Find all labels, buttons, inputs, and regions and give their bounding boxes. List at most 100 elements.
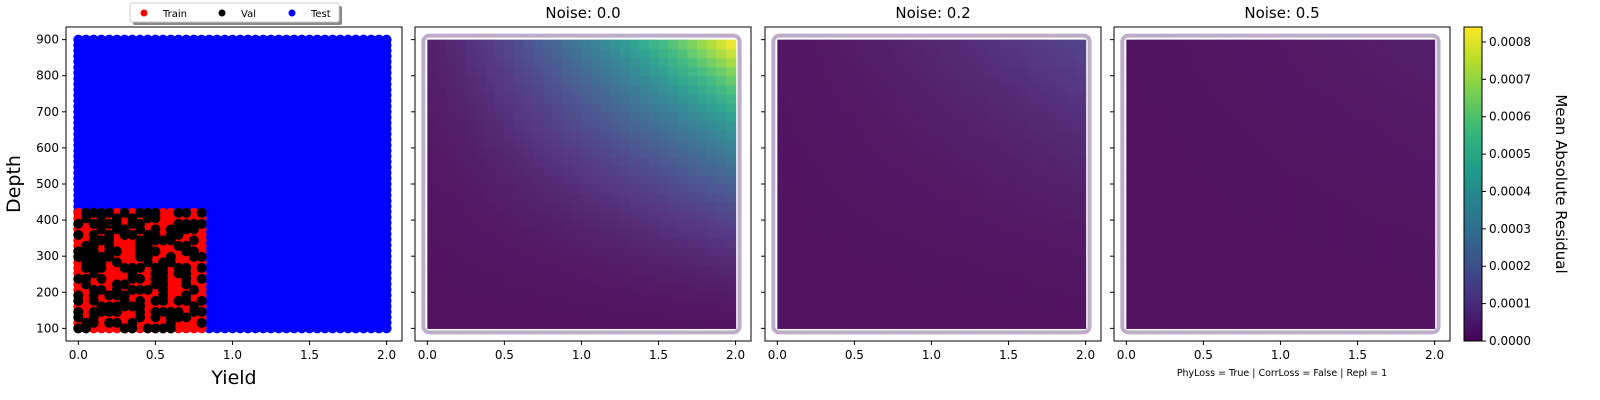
- heatmap-cell: [1027, 156, 1039, 167]
- heatmap-cell: [533, 93, 544, 104]
- x-tick-label: 0.0: [418, 348, 437, 362]
- heatmap-cell: [610, 211, 621, 221]
- heatmap-cell: [806, 238, 817, 248]
- heatmap-cell: [1184, 156, 1195, 167]
- heatmap-cell: [815, 247, 827, 257]
- heatmap-cell: [844, 211, 855, 221]
- heatmap-cell: [960, 174, 971, 185]
- heatmap-cell: [542, 129, 554, 140]
- heatmap-cell: [960, 229, 971, 239]
- heatmap-cell: [998, 120, 1010, 131]
- heatmap-cell: [1135, 66, 1147, 77]
- heatmap-cell: [591, 84, 602, 95]
- heatmap-cell: [873, 310, 884, 320]
- heatmap-cell: [581, 111, 592, 122]
- heatmap-cell: [1155, 147, 1166, 158]
- heatmap-cell: [892, 120, 904, 131]
- heatmap-cell: [835, 229, 846, 239]
- heatmap-cell: [921, 247, 933, 257]
- heatmap-cell: [979, 274, 990, 284]
- heatmap-cell: [475, 48, 486, 59]
- heatmap-cell: [456, 265, 467, 275]
- heatmap-cell: [465, 193, 477, 203]
- heatmap-cell: [1213, 48, 1224, 59]
- heatmap-cell: [465, 147, 477, 158]
- heatmap-cell: [931, 211, 942, 221]
- heatmap-cell: [571, 147, 583, 158]
- train-point: [188, 207, 199, 218]
- heatmap-cell: [1008, 120, 1019, 131]
- heatmap-cell: [1232, 138, 1243, 149]
- heatmap-cell: [1193, 66, 1204, 77]
- heatmap-cell: [1222, 220, 1233, 230]
- heatmap-cell: [1261, 174, 1272, 185]
- heatmap-cell: [456, 256, 467, 266]
- heatmap-cell: [562, 310, 573, 320]
- heatmap-cell: [1241, 256, 1253, 266]
- heatmap-cell: [950, 238, 961, 248]
- heatmap-cell: [835, 111, 846, 122]
- heatmap-cell: [931, 147, 942, 158]
- heatmap-cell: [969, 184, 981, 194]
- heatmap-cell: [1222, 265, 1233, 275]
- heatmap-cell: [1261, 202, 1272, 212]
- heatmap-cell: [600, 220, 611, 230]
- heatmap-cell: [854, 292, 865, 302]
- heatmap-cell: [427, 138, 438, 149]
- heatmap-cell: [465, 202, 477, 212]
- heatmap-cell: [658, 174, 669, 185]
- heatmap-cell: [581, 202, 592, 212]
- heatmap-cell: [1164, 265, 1176, 275]
- heatmap-cell: [725, 220, 737, 230]
- heatmap-cell: [1056, 120, 1067, 131]
- heatmap-cell: [941, 220, 952, 230]
- heatmap-cell: [562, 75, 573, 86]
- val-point: [104, 218, 115, 229]
- heatmap-cell: [825, 265, 836, 275]
- heatmap-cell: [648, 174, 660, 185]
- heatmap-cell: [844, 274, 855, 284]
- heatmap-cell: [912, 57, 923, 68]
- heatmap-cell: [902, 256, 913, 266]
- heatmap-cell: [552, 229, 563, 239]
- heatmap-cell: [960, 93, 971, 104]
- heatmap-cell: [446, 57, 457, 68]
- heatmap-cell: [902, 220, 913, 230]
- train-point: [158, 207, 169, 218]
- heatmap-cell: [777, 265, 788, 275]
- heatmap-cell: [456, 193, 467, 203]
- heatmap-cell: [668, 75, 679, 86]
- heatmap-cell: [873, 93, 884, 104]
- heatmap-cell: [1047, 274, 1058, 284]
- heatmap-cell: [1261, 156, 1272, 167]
- heatmap-cell: [485, 265, 496, 275]
- heatmap-cell: [969, 256, 981, 266]
- heatmap-cell: [581, 319, 592, 329]
- heatmap-cell: [835, 147, 846, 158]
- val-point: [150, 306, 161, 317]
- heatmap-cell: [1037, 256, 1048, 266]
- heatmap-cell: [806, 156, 817, 167]
- heatmap-cell: [796, 165, 807, 176]
- heatmap-cell: [552, 274, 563, 284]
- test-point: [258, 34, 269, 45]
- heatmap-cell: [562, 39, 573, 50]
- heatmap-cell: [648, 301, 660, 311]
- heatmap-cell: [485, 138, 496, 149]
- heatmap-cell: [864, 247, 875, 257]
- heatmap-cell: [1222, 310, 1233, 320]
- heatmap-cell: [677, 229, 689, 239]
- heatmap-cell: [1145, 111, 1156, 122]
- heatmap-cell: [815, 202, 827, 212]
- heatmap-cell: [902, 165, 913, 176]
- heatmap-cell: [941, 247, 952, 257]
- heatmap-cell: [902, 202, 913, 212]
- heatmap-cell: [542, 111, 554, 122]
- heatmap-cells: [777, 39, 1087, 329]
- heatmap-cell: [504, 66, 515, 77]
- heatmap-cell: [969, 283, 981, 293]
- heatmap-cell: [1193, 93, 1204, 104]
- heatmap-cell: [902, 301, 913, 311]
- heatmap-cell: [815, 111, 827, 122]
- heatmap-cell: [446, 156, 457, 167]
